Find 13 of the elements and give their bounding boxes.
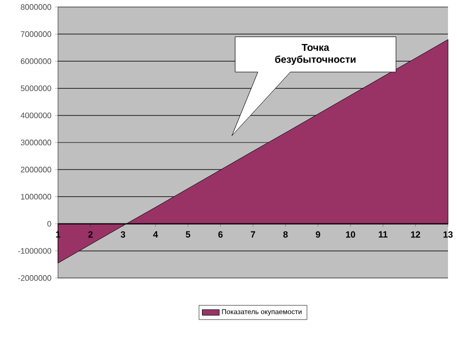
annotation: Точка безубыточности [275, 44, 356, 65]
x-tick-label: 13 [444, 231, 453, 238]
x-tick-label: 8 [283, 231, 288, 238]
x-tick-label: 10 [346, 231, 356, 238]
x-tick-label: 3 [120, 231, 126, 238]
x-tick-label: 12 [411, 231, 420, 238]
x-tick-label: 4 [153, 231, 158, 238]
x-tick-label: 9 [316, 231, 320, 238]
x-tick-label: 5 [186, 231, 190, 238]
x-tick-label: 11 [378, 231, 388, 238]
x-tick-label: 7 [250, 231, 256, 238]
x-tick-label: 6 [218, 231, 223, 238]
x-tick-label: 2 [88, 231, 93, 238]
